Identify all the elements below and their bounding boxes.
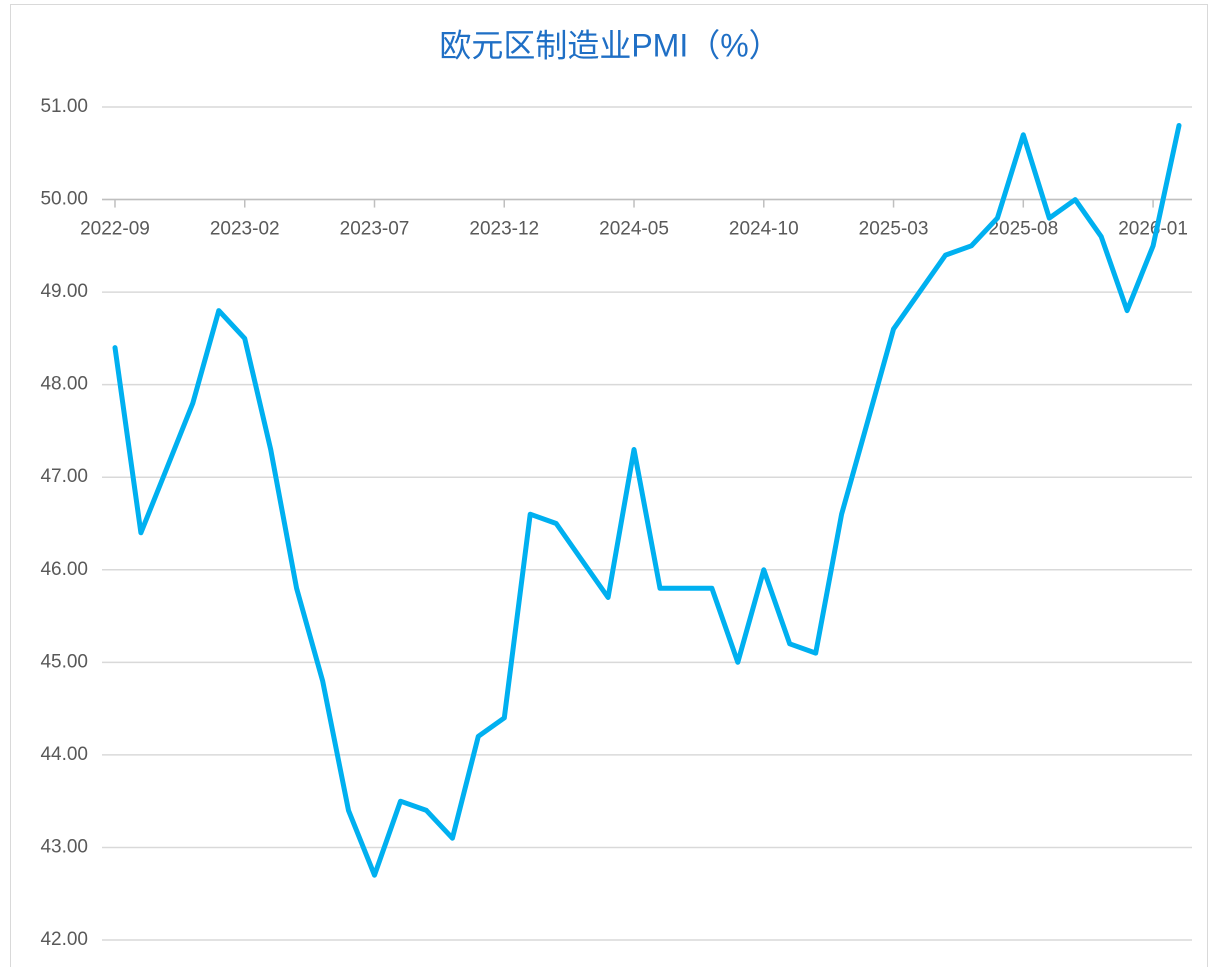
y-tick-label: 42.00 [40, 929, 88, 950]
y-tick-label: 48.00 [40, 374, 88, 395]
x-tick-label: 2023-12 [469, 219, 539, 240]
x-tick-label: 2022-09 [80, 219, 150, 240]
y-tick-label: 47.00 [40, 466, 88, 487]
x-tick-label: 2026-01 [1118, 219, 1188, 240]
chart-border [10, 4, 1208, 967]
data-line [112, 123, 1182, 878]
y-tick-label: 45.00 [40, 651, 88, 672]
x-tick-label: 2025-03 [859, 219, 929, 240]
y-tick-label: 44.00 [40, 744, 88, 765]
y-tick-label: 43.00 [40, 836, 88, 857]
x-tick-label: 2023-07 [340, 219, 410, 240]
x-tick-label: 2024-05 [599, 219, 669, 240]
y-tick-label: 50.00 [40, 189, 88, 210]
x-tick-label: 2025-08 [988, 219, 1058, 240]
y-tick-label: 51.00 [40, 96, 88, 117]
x-tick-label: 2024-10 [729, 219, 799, 240]
x-tick-label: 2023-02 [210, 219, 280, 240]
y-tick-label: 46.00 [40, 559, 88, 580]
chart-title: 欧元区制造业PMI（%） [439, 27, 780, 63]
y-tick-label: 49.00 [40, 281, 88, 302]
